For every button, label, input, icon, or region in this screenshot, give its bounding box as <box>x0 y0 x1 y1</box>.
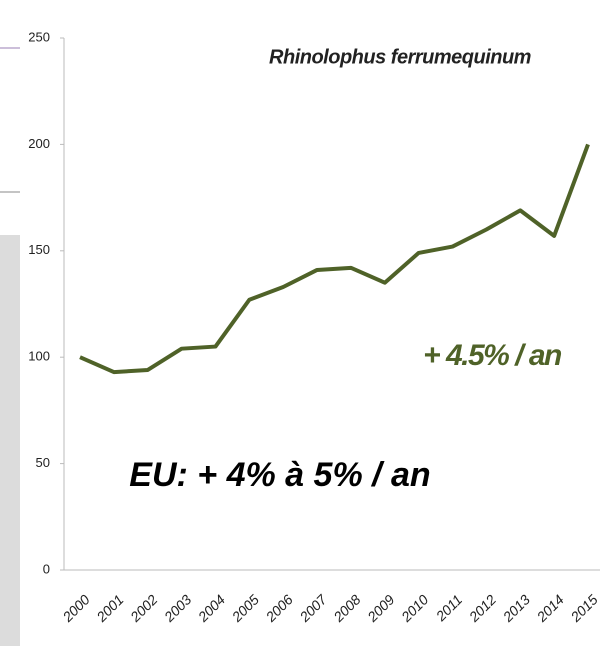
y-tick-label: 150 <box>28 242 50 257</box>
x-tick-label: 2008 <box>330 591 364 625</box>
x-tick-label: 2004 <box>194 591 228 625</box>
y-tick-label: 200 <box>28 136 50 151</box>
x-tick-label: 2006 <box>262 591 296 625</box>
annotation: + 4.5% / an <box>423 339 562 372</box>
data-line <box>79 143 590 375</box>
x-tick-label: 2000 <box>59 591 93 625</box>
chart-title: Rhinolophus ferrumequinum <box>269 46 531 68</box>
x-tick-label: 2011 <box>432 591 465 624</box>
x-tick-label: 2013 <box>499 591 533 625</box>
y-tick-label: 50 <box>36 455 50 470</box>
annotation: EU: + 4% à 5% / an <box>129 456 430 494</box>
x-tick-label: 2003 <box>160 591 194 625</box>
y-tick-label: 0 <box>43 561 50 576</box>
x-tick-label: 2009 <box>363 591 397 625</box>
x-tick-label: 2005 <box>228 591 262 625</box>
x-tick-label: 2002 <box>126 591 160 625</box>
y-tick-label: 100 <box>28 349 50 364</box>
x-tick-label: 2007 <box>296 591 331 626</box>
x-tick-label: 2014 <box>533 591 567 625</box>
side-panel <box>0 235 20 646</box>
y-tick-label: 250 <box>28 29 50 44</box>
x-tick-label: 2001 <box>93 591 127 625</box>
x-tick-label: 2010 <box>397 591 431 625</box>
x-tick-label: 2012 <box>465 591 499 625</box>
x-tick-label: 2015 <box>567 591 601 625</box>
